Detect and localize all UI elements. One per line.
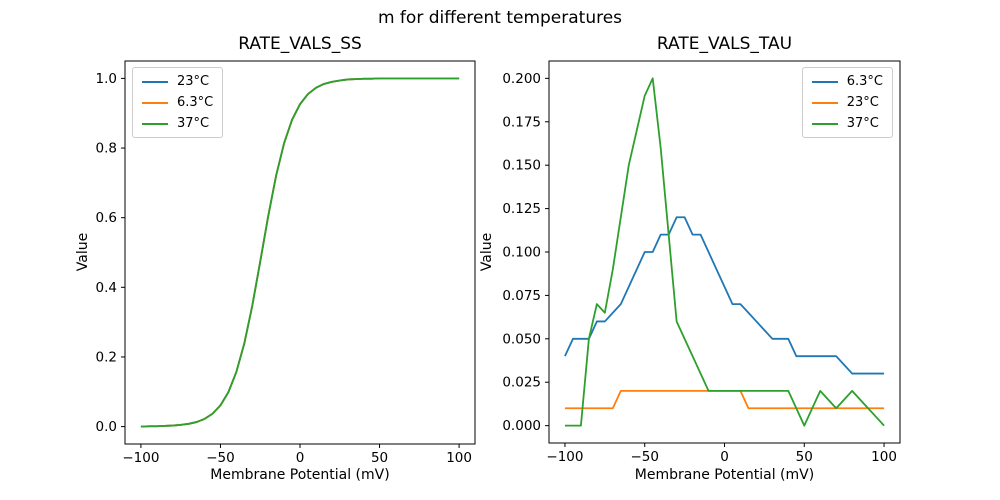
- legend-entry-label: 37°C: [846, 116, 879, 131]
- x-tick-label: 100: [871, 449, 897, 465]
- y-tick-label: 0.2: [96, 349, 117, 365]
- subplot-rate-vals-ss: RATE_VALS_SS Value Membrane Potential (m…: [75, 34, 476, 483]
- y-tick-label: 0.000: [502, 418, 541, 434]
- legend-entry-label: 23°C: [846, 95, 879, 110]
- x-tick-label: −50: [630, 449, 659, 465]
- legend-ss: 23°C 6.3°C 37°C: [132, 67, 224, 138]
- figure-suptitle: m for different temperatures: [377, 8, 623, 28]
- x-tick-label: −100: [546, 449, 583, 465]
- x-tick-label: −50: [206, 450, 235, 466]
- x-tick-label: −100: [122, 450, 159, 466]
- plot-canvas-ss: −100 −50 0 50 100 0.0 0.2 0.4 0.6 0.8 1.0: [96, 60, 476, 466]
- subplot-rate-vals-tau: RATE_VALS_TAU Value Membrane Potential (…: [479, 0, 1000, 500]
- legend-entry-label: 23°C: [177, 74, 210, 89]
- legend-entry-label: 6.3°C: [177, 95, 214, 110]
- x-axis-label-tau: Membrane Potential (mV): [634, 467, 815, 483]
- legend-entry-label: 37°C: [177, 116, 210, 131]
- axes-spines: [548, 60, 901, 444]
- series-line-blue: [564, 216, 885, 375]
- legend-entry-label: 6.3°C: [846, 74, 883, 89]
- plot-title-tau: RATE_VALS_TAU: [656, 34, 793, 54]
- y-tick-label: 0.050: [502, 331, 541, 347]
- legend-line-sample-orange: [811, 101, 838, 104]
- x-tick-label: 0: [720, 449, 729, 465]
- y-tick-label: 0.6: [96, 210, 117, 226]
- series-line-green: [140, 77, 460, 428]
- legend-entry: 6.3°C: [811, 73, 883, 90]
- legend-line-sample-orange: [142, 101, 168, 104]
- legend-entry: 37°C: [142, 115, 213, 132]
- y-tick-label: 0.0: [96, 419, 117, 435]
- legend-line-sample-blue: [142, 80, 168, 83]
- legend-entry: 37°C: [811, 115, 883, 132]
- y-tick-label: 0.125: [502, 201, 541, 217]
- x-tick-label: 0: [296, 450, 305, 466]
- series-line-orange: [564, 390, 885, 410]
- axes-spines: [124, 60, 476, 445]
- legend-line-sample-blue: [811, 80, 838, 83]
- y-tick-label: 0.075: [502, 288, 541, 304]
- y-tick-label: 1.0: [96, 71, 117, 87]
- legend-entry: 6.3°C: [142, 94, 213, 111]
- legend-line-sample-green: [811, 122, 838, 125]
- plot-title-ss: RATE_VALS_SS: [238, 34, 362, 54]
- y-tick-label: 0.200: [502, 71, 541, 87]
- y-axis-label-tau: Value: [479, 232, 495, 272]
- y-tick-label: 0.8: [96, 141, 117, 157]
- legend-line-sample-green: [142, 122, 168, 125]
- legend-tau: 6.3°C 23°C 37°C: [801, 67, 893, 138]
- legend-entry: 23°C: [811, 94, 883, 111]
- y-tick-label: 0.4: [96, 280, 117, 296]
- series-line-green: [564, 77, 885, 427]
- y-tick-label: 0.100: [502, 245, 541, 261]
- y-tick-label: 0.150: [502, 158, 541, 174]
- y-tick-label: 0.025: [502, 375, 541, 391]
- x-tick-label: 50: [796, 449, 813, 465]
- x-axis-label-ss: Membrane Potential (mV): [210, 467, 390, 483]
- legend-entry: 23°C: [142, 73, 213, 90]
- y-tick-label: 0.175: [502, 114, 541, 130]
- plot-canvas-tau: −100 −50 0 50 100 0.000 0.025 0.050 0.075 0.100 0.…: [502, 60, 901, 465]
- x-tick-label: 100: [446, 450, 472, 466]
- x-tick-label: 50: [371, 450, 388, 466]
